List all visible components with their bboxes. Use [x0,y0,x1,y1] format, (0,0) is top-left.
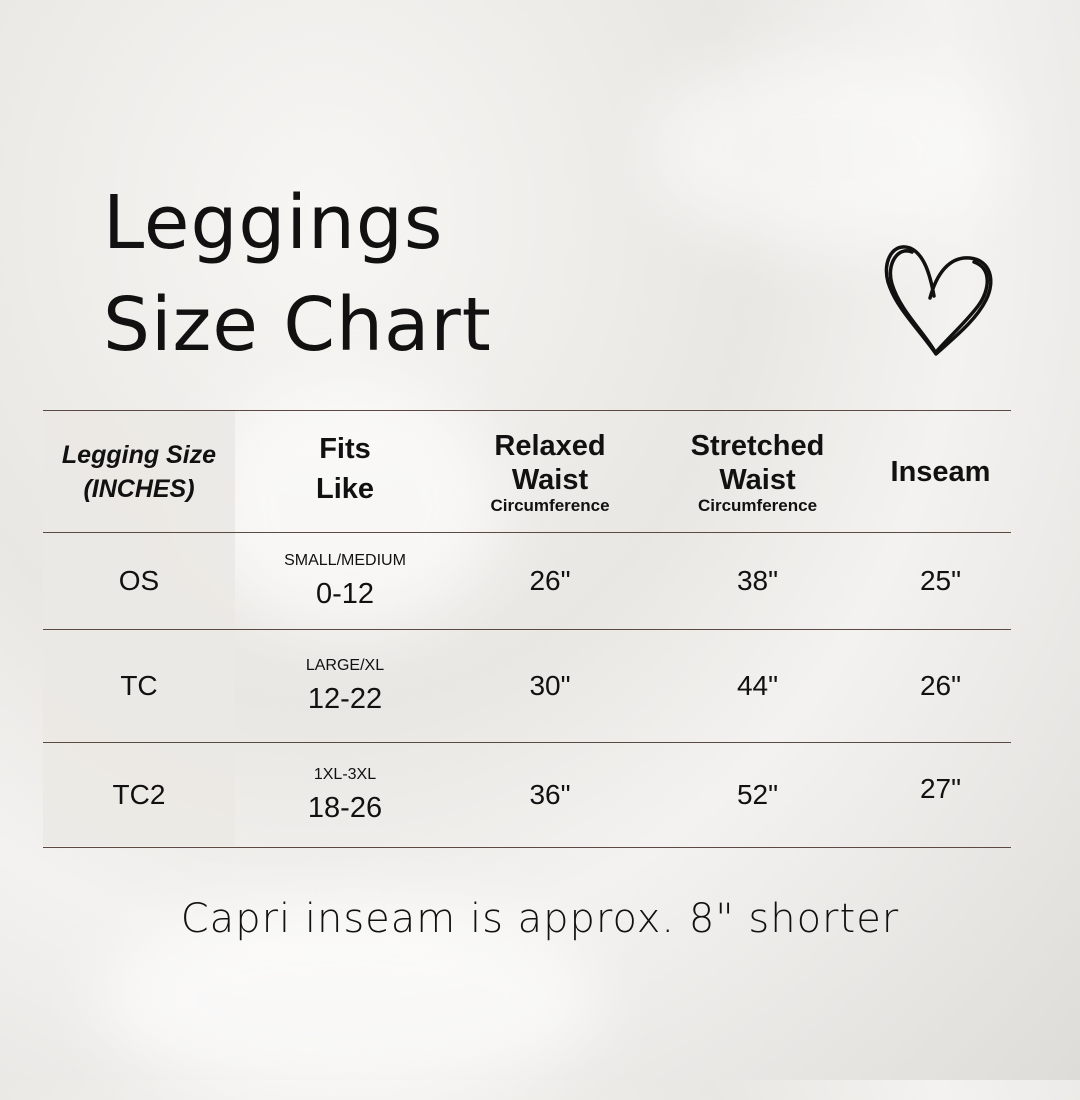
relaxed-cell: 36" [529,779,571,810]
capri-note: Capri inseam is approx. 8" shorter [180,896,900,942]
fits-cell: 1XL-3XL 18-26 [307,765,383,824]
header-relaxed-waist: Relaxed Waist Circumference [490,429,610,515]
page-title: Leggings Size Chart [103,172,492,376]
table-row: TC2 1XL-3XL 18-26 36" 52" 27" [43,742,1011,848]
inseam-cell: 27" [919,773,962,804]
stretched-cell: 52" [736,779,779,810]
size-cell: TC2 [112,779,166,810]
size-table: Legging Size (INCHES) Fits Like Relaxed Wai… [43,410,1011,848]
heart-outline-icon [884,245,993,356]
first-column-background [43,411,235,846]
title-line-2: Size Chart [103,282,492,368]
fits-cell: LARGE/XL 12-22 [305,656,385,715]
fits-cell: SMALL/MEDIUM 0-12 [284,551,406,610]
inseam-cell: 25" [919,565,962,596]
relaxed-cell: 26" [529,565,571,596]
table-header-row: Legging Size (INCHES) Fits Like Relaxed Wai… [43,410,1011,532]
header-fits-like: Fits Like [315,432,375,505]
header-legging-size: Legging Size (INCHES) [61,440,217,503]
table-row: TC LARGE/XL 12-22 30" 44" 26" [43,629,1011,742]
title-line-1: Leggings [103,180,444,266]
table-row: OS SMALL/MEDIUM 0-12 26" 38" 25" [43,532,1011,629]
relaxed-cell: 30" [529,670,571,701]
stretched-cell: 44" [736,670,779,701]
stretched-cell: 38" [736,565,779,596]
header-stretched-waist: Stretched Waist Circumference [690,429,825,515]
size-cell: OS [118,565,160,596]
size-cell: TC [120,670,158,701]
inseam-cell: 26" [919,670,962,701]
header-inseam: Inseam [890,455,991,488]
